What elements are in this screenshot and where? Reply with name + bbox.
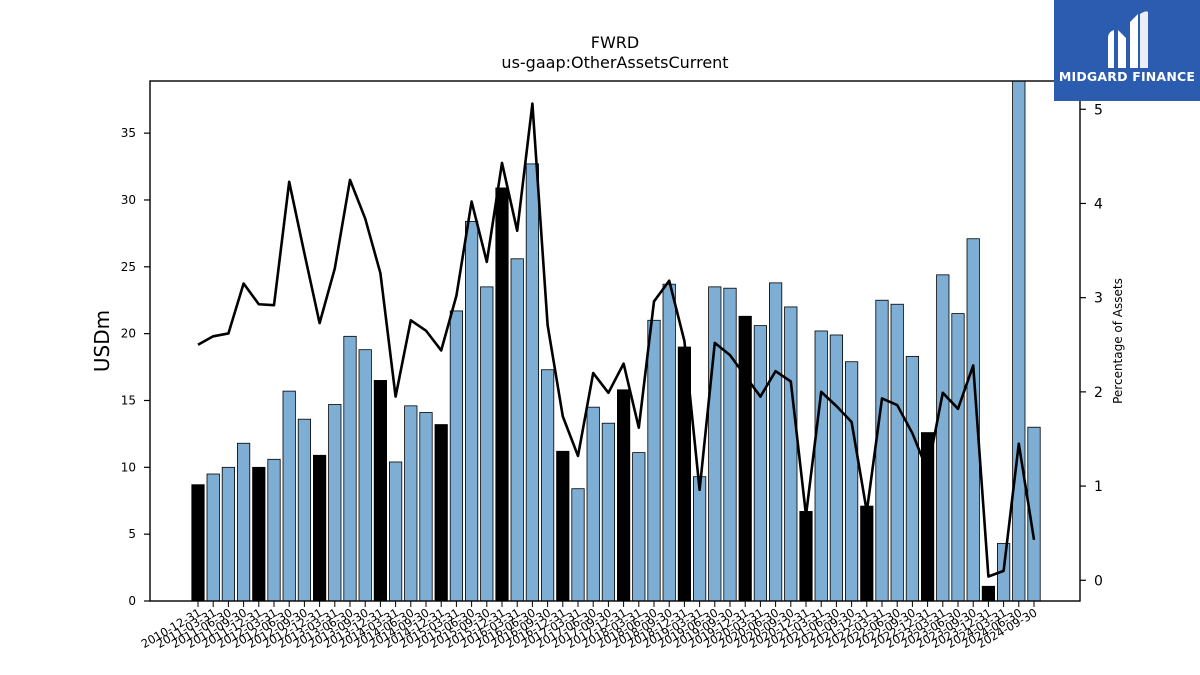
bar bbox=[890, 303, 904, 602]
bar bbox=[738, 315, 752, 602]
line-series bbox=[197, 102, 1036, 578]
y-axis-right: 0 1 2 3 4 5 bbox=[1080, 102, 1103, 589]
bar-series bbox=[191, 80, 1041, 602]
bar bbox=[312, 454, 327, 602]
bar bbox=[236, 442, 251, 602]
bar bbox=[753, 325, 768, 602]
bar bbox=[662, 283, 676, 602]
y2-tick-label: 1 bbox=[1094, 479, 1103, 495]
bar bbox=[434, 424, 448, 602]
bar bbox=[328, 404, 342, 602]
y-tick-label: 10 bbox=[121, 460, 136, 474]
bar bbox=[541, 369, 555, 602]
bar bbox=[981, 585, 996, 602]
bar bbox=[799, 511, 813, 602]
bar bbox=[586, 406, 600, 602]
bar bbox=[875, 299, 889, 602]
y-tick-label: 25 bbox=[121, 260, 136, 274]
bar bbox=[495, 187, 509, 602]
bar bbox=[647, 319, 661, 602]
y2-tick-label: 5 bbox=[1094, 102, 1103, 118]
bar bbox=[252, 466, 266, 602]
bar bbox=[373, 380, 388, 602]
bar bbox=[267, 458, 281, 602]
y2-axis-label: Percentage of Assets bbox=[1111, 278, 1125, 404]
bar bbox=[617, 389, 631, 602]
bar bbox=[1012, 80, 1026, 602]
y-tick-label: 35 bbox=[121, 126, 136, 140]
y2-tick-label: 4 bbox=[1094, 196, 1103, 212]
bar bbox=[723, 287, 737, 602]
bar bbox=[525, 163, 540, 602]
bar bbox=[388, 461, 403, 602]
y2-tick-label: 3 bbox=[1094, 291, 1103, 307]
logo-mark-icon bbox=[1108, 11, 1148, 68]
bar bbox=[571, 488, 585, 602]
bar bbox=[419, 412, 433, 602]
bar bbox=[297, 418, 312, 602]
bar bbox=[449, 310, 464, 602]
bar bbox=[404, 405, 418, 602]
bar bbox=[829, 334, 844, 602]
logo-text: MIDGARD FINANCE bbox=[1058, 69, 1196, 84]
y-tick-label: 5 bbox=[128, 527, 136, 541]
bar bbox=[951, 313, 965, 602]
y-axis-left: 0 5 10 15 20 25 30 35 bbox=[121, 126, 150, 608]
bar bbox=[601, 422, 616, 602]
bar bbox=[693, 476, 707, 602]
bar bbox=[191, 484, 205, 602]
bar bbox=[860, 505, 874, 602]
bar bbox=[905, 355, 920, 602]
y-axis-label: USDm bbox=[90, 310, 114, 372]
bar bbox=[845, 361, 859, 602]
percentage-line bbox=[197, 102, 1036, 578]
y-tick-label: 0 bbox=[128, 594, 136, 608]
chart-subtitle: us-gaap:OtherAssetsCurrent bbox=[501, 53, 728, 72]
bar bbox=[556, 450, 570, 602]
bar bbox=[632, 452, 646, 602]
plot-frame bbox=[149, 80, 1081, 602]
y-tick-label: 30 bbox=[121, 193, 136, 207]
bar bbox=[510, 258, 524, 602]
bar bbox=[480, 286, 494, 602]
y2-tick-label: 0 bbox=[1094, 573, 1103, 589]
x-axis: 2010-12-312011-03-312011-06-302011-09-30… bbox=[139, 601, 1040, 651]
bar bbox=[343, 335, 357, 602]
y-tick-label: 20 bbox=[121, 327, 136, 341]
y2-tick-label: 2 bbox=[1094, 385, 1103, 401]
bar bbox=[936, 274, 950, 602]
bar bbox=[784, 306, 798, 602]
bar bbox=[769, 282, 783, 602]
bar bbox=[464, 220, 479, 602]
bar bbox=[282, 390, 296, 602]
chart-title: FWRD bbox=[591, 33, 639, 52]
bar bbox=[814, 330, 828, 602]
bar bbox=[206, 473, 220, 602]
bar bbox=[708, 286, 722, 602]
bar bbox=[358, 349, 372, 602]
bar bbox=[221, 466, 235, 602]
brand-logo: MIDGARD FINANCE bbox=[1054, 0, 1200, 101]
y-tick-label: 15 bbox=[121, 393, 136, 407]
